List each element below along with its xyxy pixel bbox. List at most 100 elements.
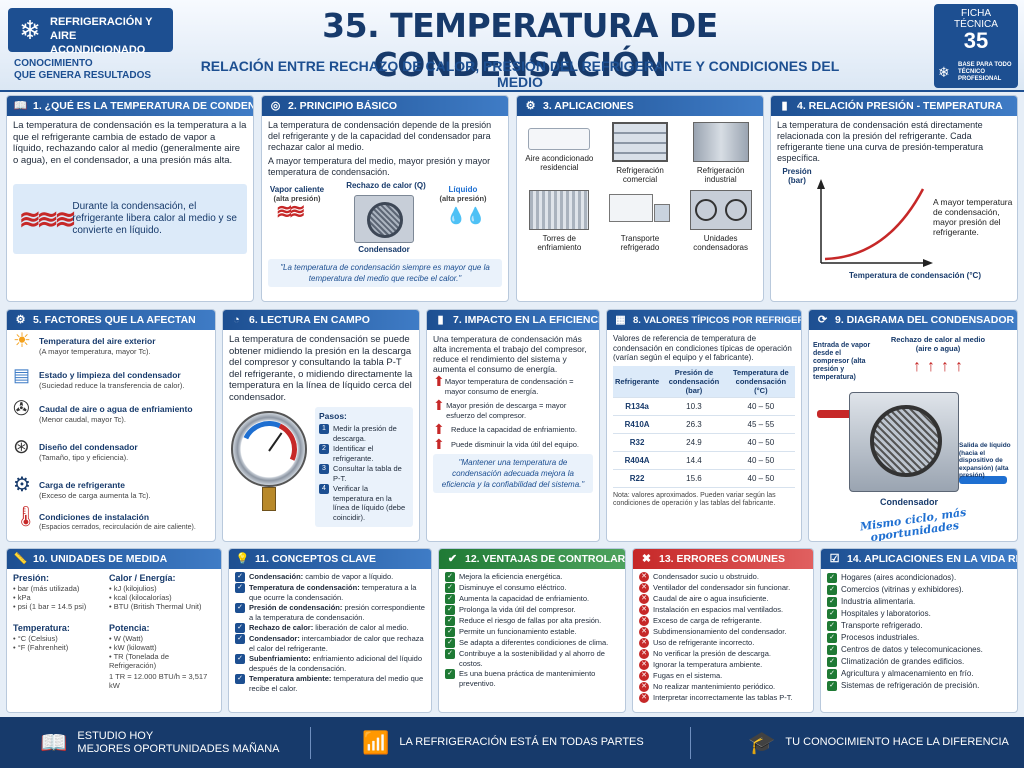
error-item: ✕ Exceso de carga de refrigerante. xyxy=(639,616,807,626)
applications-grid: Aire acondicionado residencial Refrigera… xyxy=(517,116,763,258)
section-6-header: ◔ 6. LECTURA EN CAMPO xyxy=(223,310,419,330)
concept-term: Condensación: xyxy=(249,572,304,581)
pt-curve-chart xyxy=(817,179,933,267)
app-unidades: Unidades condensadoras xyxy=(682,188,759,252)
unit-item: • °C (Celsius) xyxy=(13,634,58,643)
error-item: ✕ Caudal de aire o agua insuficiente. xyxy=(639,594,807,604)
app-label: Aire acondicionado residencial xyxy=(525,154,594,172)
check-icon: ✓ xyxy=(827,657,837,667)
section-12-title: 12. VENTAJAS DE CONTROLARLA xyxy=(465,553,625,565)
heat-rejection-label: Rechazo de calor al medio (aire o agua) xyxy=(890,335,986,353)
water-drops-icon: 💧💧 xyxy=(446,208,486,225)
real-life-text: Hospitales y laboratorios. xyxy=(841,609,931,618)
cell: R404A xyxy=(613,451,662,470)
section-4-body: La temperatura de condensación está dire… xyxy=(777,120,984,163)
concept-item: ✓ Condensador: intercambiador de calor qu… xyxy=(235,634,425,653)
errors-list: ✕ Condensador sucio u obstruido. ✕ Ventila… xyxy=(633,569,813,708)
advantage-text: Reduce el riesgo de fallas por alta pres… xyxy=(459,616,602,625)
condenser-icon: ⊛ xyxy=(13,436,30,458)
x-circle-icon: ✖ xyxy=(641,553,652,565)
snowflake-icon: ❄ xyxy=(19,15,41,45)
check-icon: ✓ xyxy=(235,603,245,613)
advantage-text: Mejora la eficiencia energética. xyxy=(459,572,563,581)
app-label: Refrigeración comercial xyxy=(616,166,664,184)
x-icon: ✕ xyxy=(639,682,649,692)
impact-text: Mayor presión de descarga = mayor esfuer… xyxy=(446,401,567,420)
section-1-title: 1. ¿QUÉ ES LA TEMPERATURA DE CONDENSACIÓ… xyxy=(33,100,253,112)
factor-item: ⚙ Carga de refrigerante (Exceso de carga a… xyxy=(13,475,209,512)
impact-text: Mayor temperatura de condensación = mayo… xyxy=(444,377,574,396)
impact-item: ⬆ Puede disminuir la vida útil del equipo… xyxy=(433,437,593,450)
steps-title: Pasos: xyxy=(319,411,347,421)
section-5-header: ⚙ 5. FACTORES QUE LA AFECTAN xyxy=(7,310,215,330)
tagline: CONOCIMIENTO QUE GENERA RESULTADOS xyxy=(14,58,151,82)
error-item: ✕ Subdimensionamiento del condensador. xyxy=(639,627,807,637)
heat-waves-icon: ≋≋ xyxy=(276,201,305,223)
check-icon: ✓ xyxy=(827,621,837,631)
unit-text: °F (Fahrenheit) xyxy=(17,643,69,652)
impact-text: Reduce la capacidad de enfriamiento. xyxy=(451,425,577,434)
x-icon: ✕ xyxy=(639,627,649,637)
header: ❄ REFRIGERACIÓN Y AIRE ACONDICIONADO CON… xyxy=(0,0,1024,92)
unit-text: kJ (kilojulios) xyxy=(113,584,157,593)
vapor-text: Vapor caliente xyxy=(269,185,325,194)
error-text: Instalación en espacios mal ventilados. xyxy=(653,605,784,614)
concept-term: Condensador: xyxy=(249,634,300,643)
section-10-title: 10. UNIDADES DE MEDIDA xyxy=(33,553,168,565)
step-number: 2 xyxy=(319,444,329,454)
error-text: Exceso de carga de refrigerante. xyxy=(653,616,762,625)
error-text: No verificar la presión de descarga. xyxy=(653,649,771,658)
advantages-list: ✓ Mejora la eficiencia energética. ✓ Dismi… xyxy=(439,569,625,693)
cell: 40 – 50 xyxy=(726,469,795,488)
cell: R134a xyxy=(613,397,662,416)
error-item: ✕ Uso de refrigerante incorrecto. xyxy=(639,638,807,648)
advantage-text: Contribuye a la sostenibilidad y al ahor… xyxy=(459,649,605,668)
condenser-unit-icon xyxy=(849,392,959,492)
factor-desc: (Espacios cerrados, recirculación de air… xyxy=(39,524,196,531)
ficha-number: 35 xyxy=(963,28,989,53)
section-8-title: 8. VALORES TÍPICOS POR REFRIGERANTE xyxy=(633,315,801,326)
cell: 45 – 55 xyxy=(726,415,795,434)
tagline-line2: QUE GENERA RESULTADOS xyxy=(14,70,152,81)
table-row: R22 15.6 40 – 50 xyxy=(613,469,795,488)
section-11-card: 💡 11. CONCEPTOS CLAVE ✓ Condensación: camb… xyxy=(228,548,432,713)
graduation-cap-icon: 🎓 xyxy=(748,730,776,755)
step-item: 4 Verificar la temperatura en la línea de… xyxy=(319,484,409,522)
app-label: Unidades condensadoras xyxy=(693,234,749,252)
bar-chart-icon: ▮ xyxy=(781,100,788,112)
advantage-item: ✓ Contribuye a la sostenibilidad y al aho… xyxy=(445,649,619,668)
section-1-body: La temperatura de condensación es la tem… xyxy=(13,120,247,166)
section-14-header: ☑ 14. APLICACIONES EN LA VIDA REAL xyxy=(821,549,1017,569)
error-text: Interpretar incorrectamente las tablas P… xyxy=(653,693,793,702)
section-8-card: ▦ 8. VALORES TÍPICOS POR REFRIGERANTE Val… xyxy=(606,309,802,542)
advantage-text: Permite un funcionamiento estable. xyxy=(459,627,577,636)
factor-item: 🌡 Condiciones de instalación (Espacios cer… xyxy=(13,507,209,541)
cell: 14.4 xyxy=(661,451,727,470)
section-3-card: ⚙ 3. APLICACIONES Aire acondicionado resi… xyxy=(516,95,764,302)
heat-waves-icon: ≋≋≋ xyxy=(19,203,76,234)
impact-item: ⬆ Mayor presión de descarga = mayor esfue… xyxy=(433,398,593,420)
section-6-body: La temperatura de condensación se puede … xyxy=(229,334,413,403)
check-icon: ✓ xyxy=(445,583,455,593)
chart-ylabel: Presión (bar) xyxy=(782,167,812,185)
concept-def: temperatura del medio que recibe el calo… xyxy=(249,674,424,693)
x-icon: ✕ xyxy=(639,649,649,659)
page-title: 35. TEMPERATURA DE CONDENSACIÓN xyxy=(322,6,718,84)
footer: 📖 ESTUDIO HOY MEJORES OPORTUNIDADES MAÑANA… xyxy=(0,717,1024,768)
section-1-card: 📖 1. ¿QUÉ ES LA TEMPERATURA DE CONDENSACI… xyxy=(6,95,254,302)
check-icon: ✓ xyxy=(827,645,837,655)
advantage-text: Es una buena práctica de mantenimiento p… xyxy=(459,669,596,688)
truck-icon xyxy=(608,190,671,230)
factor-item: ☀ Temperatura del aire exterior (A mayor t… xyxy=(13,331,209,370)
ficha-label: FICHA xyxy=(961,8,991,19)
vapor-label: Vapor caliente (alta presión) xyxy=(268,185,326,203)
section-7-quote: "Mantener una temperatura de condensació… xyxy=(433,454,593,493)
unit-group-title: Potencia: xyxy=(109,623,150,633)
brand-name: REFRIGERACIÓN Y AIRE ACONDICIONADO xyxy=(50,16,153,56)
factors-list: ☀ Temperatura del aire exterior (A mayor t… xyxy=(7,330,215,541)
section-2-header: ◎ 2. PRINCIPIO BÁSICO xyxy=(262,96,508,116)
cell: R410A xyxy=(613,415,662,434)
unit-text: kPa xyxy=(17,593,31,602)
unit-group-title: Presión: xyxy=(13,573,50,583)
factor-item: ▤ Estado y limpieza del condensador (Sucie… xyxy=(13,366,209,404)
